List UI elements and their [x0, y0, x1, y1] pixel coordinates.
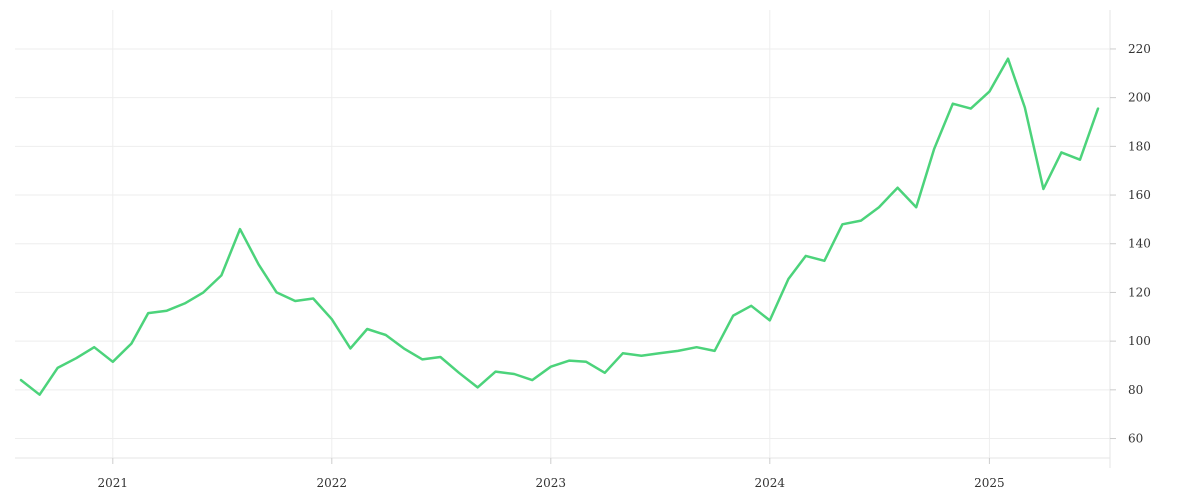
series-line: [19, 57, 1100, 396]
x-axis-ticks: 2021 2022 2023 2024 2025: [98, 458, 1005, 490]
x-tick-label: 2021: [98, 476, 129, 490]
y-tick-label: 200: [1128, 91, 1151, 105]
y-tick-label: 80: [1128, 383, 1143, 397]
grid-lines: [15, 10, 1110, 458]
x-tick-label: 2025: [974, 476, 1005, 490]
x-tick-label: 2023: [536, 476, 567, 490]
y-tick-label: 60: [1128, 432, 1143, 446]
y-tick-label: 140: [1128, 237, 1151, 251]
y-tick-label: 180: [1128, 139, 1151, 153]
y-tick-label: 160: [1128, 188, 1151, 202]
y-tick-label: 120: [1128, 285, 1151, 299]
y-axis-ticks: 60 80 100 120 140 160 180 200 220: [1110, 42, 1151, 446]
x-tick-label: 2022: [317, 476, 348, 490]
y-tick-label: 220: [1128, 42, 1151, 56]
x-tick-label: 2024: [755, 476, 786, 490]
y-tick-label: 100: [1128, 334, 1151, 348]
series-layer: [19, 57, 1100, 396]
